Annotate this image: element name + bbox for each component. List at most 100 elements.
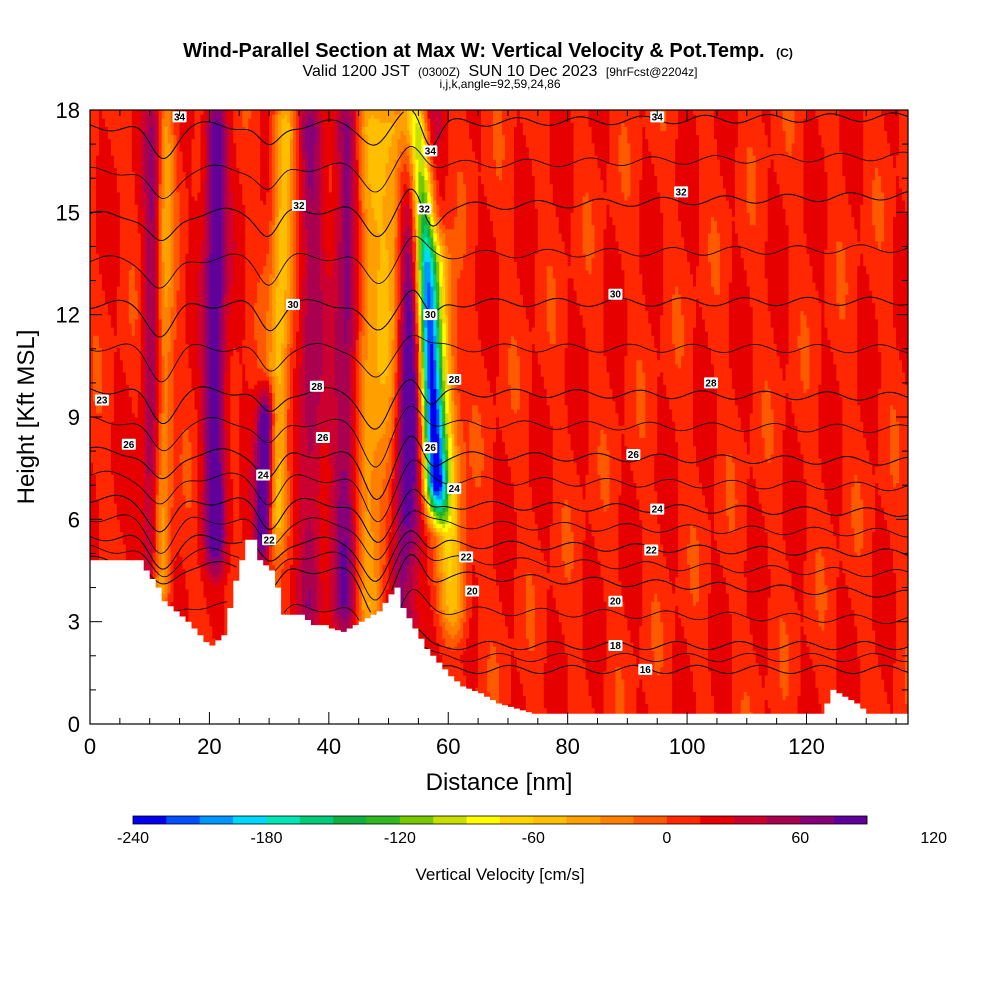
- velocity-cell: [263, 110, 267, 205]
- velocity-cell: [743, 110, 748, 271]
- velocity-cell: [558, 621, 563, 724]
- velocity-cell: [200, 114, 205, 242]
- velocity-cell: [606, 110, 611, 164]
- velocity-cell: [481, 470, 485, 724]
- velocity-cell: [681, 110, 685, 238]
- velocity-cell: [540, 376, 545, 553]
- velocity-cell: [597, 445, 602, 475]
- velocity-cell: [528, 159, 533, 332]
- velocity-cell: [564, 253, 569, 349]
- theta-contour-minor: [90, 544, 240, 578]
- velocity-cell: [725, 515, 730, 594]
- contour-label-bg: [447, 373, 462, 385]
- velocity-cell: [409, 253, 414, 279]
- velocity-cell: [881, 114, 885, 193]
- velocity-cell: [710, 286, 715, 365]
- velocity-cell: [579, 110, 584, 316]
- velocity-cell: [809, 110, 814, 267]
- velocity-cell: [513, 339, 518, 414]
- velocity-cell: [397, 167, 402, 209]
- velocity-cell: [101, 290, 106, 680]
- velocity-cell: [284, 531, 288, 561]
- x-tick-label: 120: [788, 734, 825, 759]
- velocity-cell: [513, 511, 518, 570]
- velocity-cell: [188, 367, 193, 443]
- velocity-cell: [322, 110, 327, 250]
- velocity-cell: [146, 474, 151, 586]
- contour-label: 24: [256, 469, 271, 481]
- velocity-cell: [415, 367, 419, 398]
- velocity-cell: [257, 281, 261, 369]
- velocity-cell: [361, 212, 366, 336]
- colorbar-tick: 120: [920, 830, 947, 847]
- velocity-cell: [731, 220, 736, 389]
- velocity-cell: [161, 412, 166, 508]
- velocity-cell: [881, 678, 885, 724]
- velocity-cell: [707, 670, 712, 724]
- velocity-cell: [902, 371, 906, 724]
- velocity-cell: [636, 666, 640, 688]
- velocity-cell: [445, 110, 449, 177]
- velocity-cell: [707, 347, 712, 520]
- velocity-cell: [651, 110, 655, 164]
- velocity-cell: [448, 228, 452, 254]
- velocity-cell: [361, 126, 366, 136]
- velocity-cell: [248, 110, 252, 119]
- velocity-cell: [361, 134, 366, 213]
- velocity-cell: [561, 110, 566, 242]
- velocity-cell: [481, 110, 485, 185]
- velocity-cell: [445, 257, 449, 316]
- colorbar: [132, 815, 868, 825]
- velocity-cell: [439, 527, 443, 533]
- velocity-cell: [767, 110, 772, 148]
- velocity-cell: [185, 110, 190, 189]
- velocity-cell: [893, 408, 897, 488]
- velocity-cell: [785, 363, 790, 394]
- velocity-cell: [546, 572, 551, 590]
- velocity-cell: [110, 421, 115, 475]
- velocity-cell: [433, 511, 437, 516]
- velocity-cell: [472, 564, 476, 713]
- contour-label: 30: [423, 309, 438, 321]
- velocity-cell: [791, 412, 796, 590]
- velocity-cell: [260, 388, 264, 398]
- velocity-cell: [266, 396, 270, 406]
- velocity-cell: [116, 110, 121, 193]
- velocity-cell: [439, 507, 443, 512]
- colorbar-swatch: [633, 816, 668, 824]
- velocity-cell: [833, 363, 837, 537]
- velocity-cell: [370, 208, 375, 471]
- velocity-cell: [224, 371, 228, 430]
- velocity-cell: [657, 359, 661, 377]
- velocity-cell: [424, 380, 428, 402]
- velocity-cell: [421, 494, 425, 504]
- velocity-cell: [349, 347, 354, 500]
- velocity-cell: [388, 146, 393, 312]
- velocity-cell: [206, 576, 211, 615]
- velocity-cell: [884, 110, 888, 132]
- velocity-cell: [287, 470, 291, 537]
- velocity-cell: [442, 400, 446, 422]
- velocity-cell: [472, 110, 476, 152]
- velocity-cell: [122, 371, 127, 545]
- velocity-cell: [785, 695, 790, 724]
- velocity-cell: [343, 110, 348, 119]
- velocity-cell: [510, 335, 515, 410]
- velocity-cell: [442, 515, 446, 525]
- velocity-cell: [618, 253, 623, 426]
- velocity-cell: [761, 392, 766, 439]
- velocity-cell: [630, 642, 634, 724]
- velocity-cell: [752, 650, 757, 724]
- velocity-cell: [206, 547, 211, 565]
- velocity-cell: [245, 110, 249, 132]
- velocity-cell: [824, 609, 828, 724]
- velocity-cell: [203, 134, 208, 181]
- velocity-cell: [764, 240, 769, 279]
- velocity-cell: [269, 367, 273, 377]
- velocity-cell: [487, 208, 491, 381]
- velocity-cell: [764, 110, 769, 136]
- colorbar-swatch: [666, 816, 701, 824]
- velocity-cell: [767, 597, 772, 709]
- velocity-cell: [519, 122, 524, 295]
